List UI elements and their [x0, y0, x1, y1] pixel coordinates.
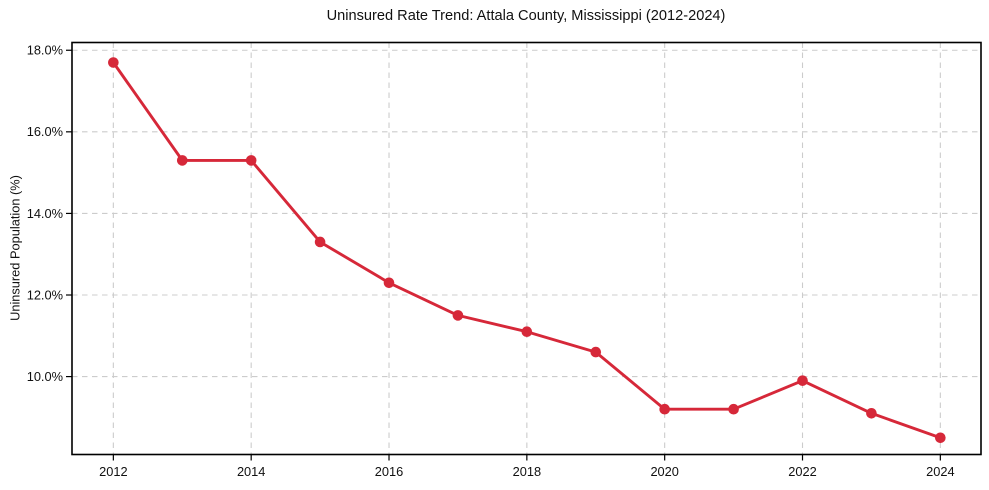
- data-point-2013: [176, 155, 188, 166]
- data-point-2020: [659, 403, 670, 415]
- data-point-2018: [521, 326, 533, 338]
- data-point-2012: [108, 57, 119, 68]
- trend-line: [111, 61, 942, 440]
- data-point-2024: [935, 432, 946, 444]
- y-tick-label: 16.0%: [27, 124, 63, 139]
- y-axis-label: Uninsured Population (%): [7, 175, 23, 321]
- x-tick-label: 2018: [513, 464, 541, 479]
- y-tick-label: 12.0%: [27, 287, 63, 302]
- plot-border: [71, 41, 982, 456]
- data-point-2015: [314, 236, 326, 248]
- y-tick-label: 18.0%: [27, 43, 63, 58]
- y-tick-label: 14.0%: [27, 206, 63, 221]
- data-point-2014: [245, 155, 257, 166]
- x-tick-label: 2016: [375, 464, 403, 479]
- x-tick-label: 2024: [926, 464, 954, 479]
- y-tick-label: 10.0%: [27, 369, 63, 384]
- chart-title: Uninsured Rate Trend: Attala County, Mis…: [326, 8, 726, 24]
- x-tick-label: 2020: [650, 464, 678, 479]
- data-point-2021: [728, 403, 739, 415]
- data-point-2019: [590, 346, 602, 358]
- data-point-2016: [383, 277, 395, 289]
- data-point-2023: [866, 408, 877, 419]
- x-tick-label: 2022: [788, 464, 816, 479]
- x-tick-label: 2014: [237, 464, 265, 479]
- data-point-2017: [452, 310, 464, 321]
- data-point-2022: [797, 375, 808, 386]
- x-tick-label: 2012: [99, 464, 127, 479]
